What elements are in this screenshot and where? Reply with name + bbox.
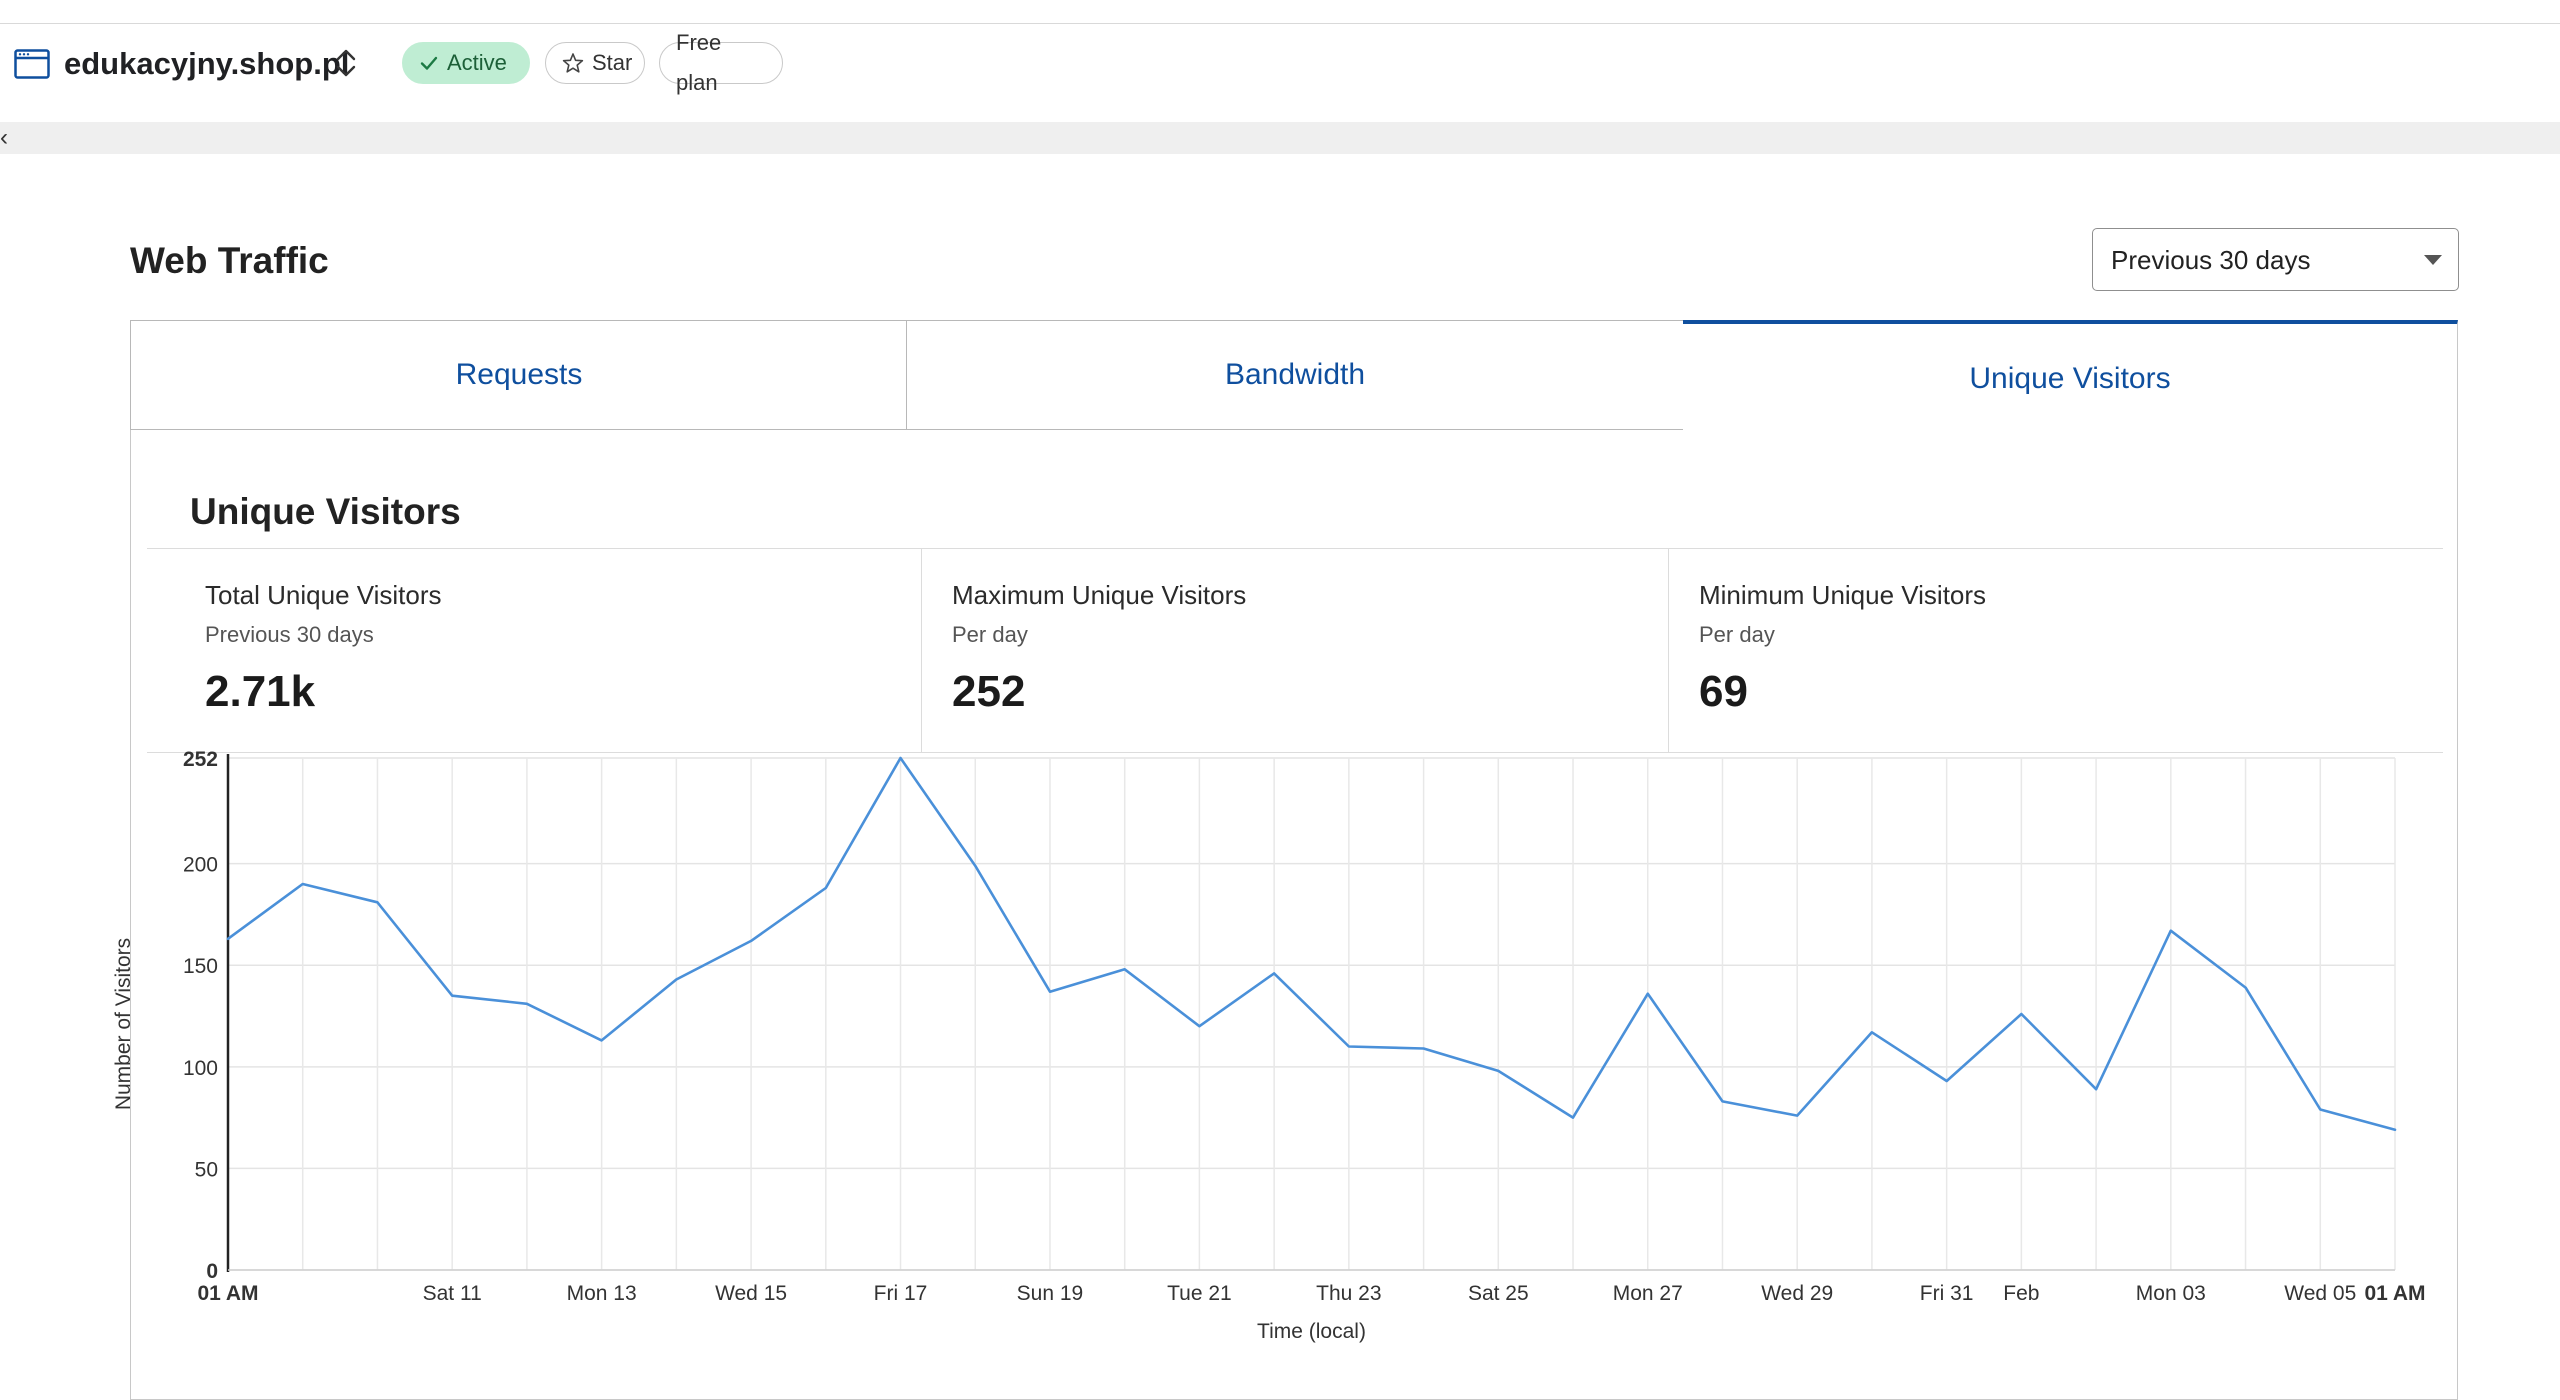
data-point [823,885,829,891]
data-point [748,938,754,944]
y-tick-label: 200 [183,854,218,877]
tab-unique-visitors[interactable]: Unique Visitors [1683,320,2458,432]
series-line [226,756,2397,1132]
data-point [524,1001,530,1007]
x-tick-label: Fri 17 [874,1282,928,1305]
stat-divider [921,549,922,752]
unique-visitors-line-chart: 0 50 100 150 200 252 01 AM Sat 11 Mon 13 Wed 15 Fr… [112,748,2426,1343]
star-button-label: Star [592,50,633,75]
data-point [1794,1113,1800,1119]
data-point [1122,966,1128,972]
tab-requests[interactable]: Requests [130,320,907,430]
traffic-tabs: Requests Bandwidth Unique Visitors [130,320,2458,432]
caret-down-icon [2424,255,2442,265]
subheader-bar [0,122,2560,154]
chevron-up-down-icon[interactable] [332,46,360,80]
x-axis-title: Time (local) [1257,1320,1366,1343]
data-point [225,936,231,942]
section-title: Unique Visitors [190,491,461,532]
x-tick-label: Mon 03 [2136,1282,2206,1305]
x-tick-label: 01 AM [197,1282,258,1305]
data-point [1944,1078,1950,1084]
x-tick-label: Mon 13 [567,1282,637,1305]
time-range-select[interactable]: Previous 30 days [2092,228,2459,291]
stat-value: 2.71k [205,667,316,716]
stat-divider [1668,549,1669,752]
x-tick-label: Wed 15 [715,1282,787,1305]
y-axis-title: Number of Visitors [112,938,135,1110]
data-point [1421,1046,1427,1052]
y-tick-label: 150 [183,955,218,978]
x-tick-label: 01 AM [2364,1282,2425,1305]
browser-window-icon [14,49,50,79]
x-tick-label: Fri 31 [1920,1282,1974,1305]
plan-badge-label: Free plan [676,30,722,95]
data-point [1346,1044,1352,1050]
stat-label: Maximum Unique Visitors [952,580,1247,610]
stats-bottom-divider [147,752,2443,753]
stat-label: Total Unique Visitors [205,580,442,610]
data-point [599,1037,605,1043]
x-tick-label: Wed 05 [2284,1282,2356,1305]
x-tick-label: Tue 21 [1167,1282,1232,1305]
collapse-sidebar-icon[interactable]: ‹ [0,124,8,151]
data-point [1719,1098,1725,1104]
data-point [1645,991,1651,997]
data-point [374,899,380,905]
data-point [2093,1086,2099,1092]
stat-minimum-unique-visitors: Minimum Unique Visitors Per day 69 [1699,578,1986,720]
data-point [1869,1029,1875,1035]
x-tick-label: Feb [2003,1282,2039,1305]
stat-sublabel: Previous 30 days [205,622,374,647]
time-range-value: Previous 30 days [2111,245,2311,275]
stat-value: 252 [952,667,1026,716]
star-button[interactable]: Star [545,42,645,84]
status-badge-label: Active [447,50,507,75]
analytics-card [130,320,2458,1400]
zone-name: edukacyjny.shop.pl [64,46,350,81]
x-tick-label: Thu 23 [1316,1282,1381,1305]
stat-sublabel: Per day [1699,622,1775,647]
data-point [2168,928,2174,934]
y-tick-label: 100 [183,1057,218,1080]
check-icon [420,56,438,70]
y-tick-label: 50 [195,1158,218,1181]
data-point [1570,1115,1576,1121]
data-point [972,863,978,869]
data-point [673,976,679,982]
x-tick-label: Sat 25 [1468,1282,1529,1305]
x-tick-label: Sun 19 [1017,1282,1084,1305]
plan-badge: Free plan [659,30,783,95]
stats-top-divider [147,548,2443,549]
data-point [300,881,306,887]
zone-header [0,24,2560,124]
data-point [1196,1023,1202,1029]
stat-value: 69 [1699,667,1748,716]
x-tick-label: Mon 27 [1613,1282,1683,1305]
tab-bandwidth[interactable]: Bandwidth [906,320,1684,430]
data-point [1047,989,1053,995]
x-tick-label: Wed 29 [1761,1282,1833,1305]
star-outline-icon [562,53,584,73]
top-divider [0,23,2560,24]
data-point [2243,985,2249,991]
stat-sublabel: Per day [952,622,1028,647]
data-point [2317,1106,2323,1112]
x-tick-label: Sat 11 [423,1282,482,1305]
data-point [2018,1011,2024,1017]
stat-total-unique-visitors: Total Unique Visitors Previous 30 days 2… [205,578,442,720]
stat-maximum-unique-visitors: Maximum Unique Visitors Per day 252 [952,578,1246,720]
y-tick-label: 252 [183,748,218,771]
data-point [898,755,904,761]
data-point [1495,1068,1501,1074]
page-title: Web Traffic [130,240,329,281]
data-point [2392,1127,2398,1133]
stat-label: Minimum Unique Visitors [1699,580,1987,610]
data-point [1271,970,1277,976]
y-tick-label: 0 [206,1260,218,1283]
status-badge: Active [402,42,530,84]
data-point [449,993,455,999]
